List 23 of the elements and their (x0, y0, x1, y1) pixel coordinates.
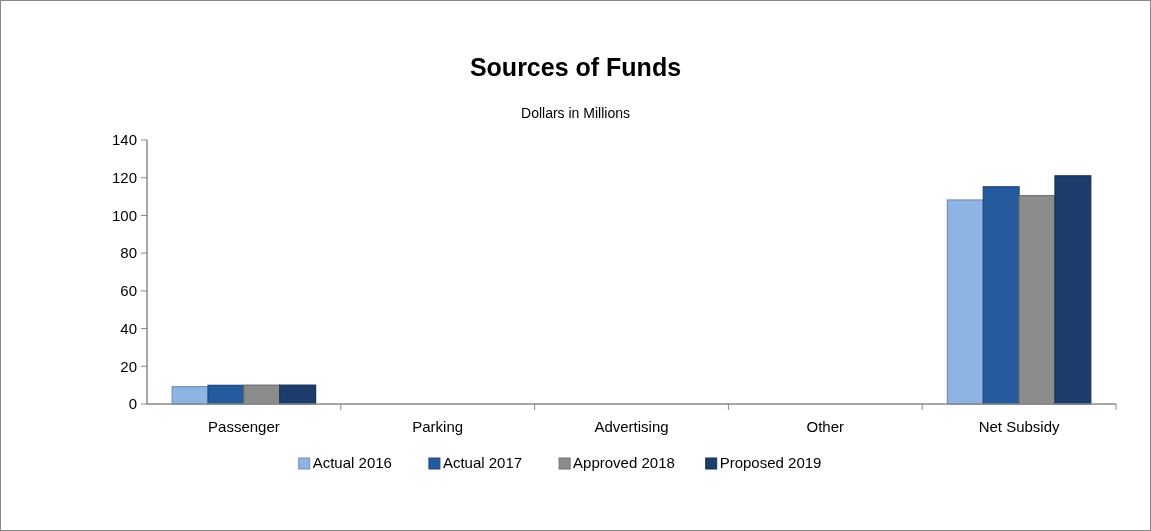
chart-subtitle: Dollars in Millions (521, 105, 630, 121)
y-tick-label: 80 (120, 244, 137, 262)
y-tick-label: 100 (111, 206, 137, 224)
legend-label: Proposed 2019 (719, 454, 822, 471)
y-tick-label: 40 (120, 319, 137, 337)
x-tick-label: Net Subsidy (978, 418, 1061, 435)
x-tick-label: Passenger (208, 418, 280, 435)
bar (279, 384, 317, 405)
legend-label: Actual 2017 (442, 454, 523, 471)
y-tick-label: 140 (111, 131, 137, 149)
x-tick-label: Parking (412, 418, 464, 435)
y-tick-label: 120 (111, 168, 137, 186)
x-tick-label: Advertising (594, 418, 669, 435)
chart-title: Sources of Funds (469, 53, 682, 81)
y-tick-label: 20 (120, 357, 137, 375)
bar (1054, 175, 1092, 405)
y-tick-label: 0 (128, 395, 137, 413)
bar (982, 186, 1020, 405)
bar (946, 199, 984, 405)
legend-label: Actual 2016 (312, 454, 392, 471)
legend-label: Approved 2018 (573, 454, 675, 471)
y-tick-label: 60 (120, 282, 137, 300)
x-tick-label: Other (806, 418, 845, 435)
